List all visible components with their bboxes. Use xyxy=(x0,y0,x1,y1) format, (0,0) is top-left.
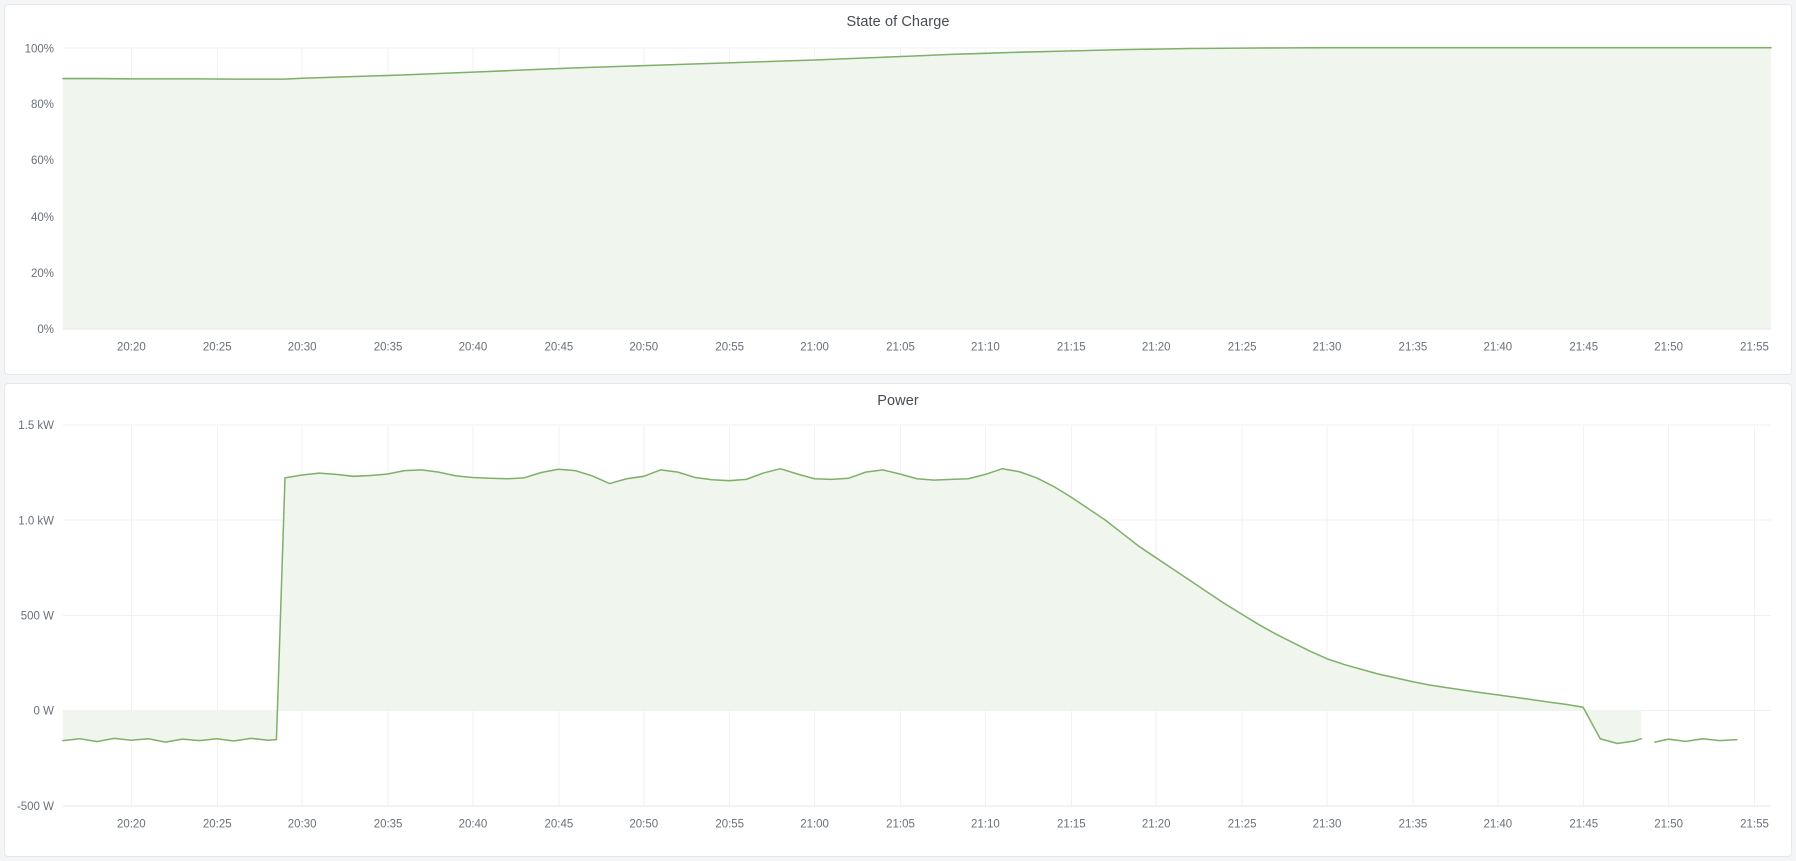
panel-power[interactable]: Power -500 W 0 W 500 W 1.0 kW 1.5 kW 20:20 20:… xyxy=(4,383,1792,857)
x-axis-tick-label: 21:30 xyxy=(1313,342,1342,354)
y-axis-tick-label: 100% xyxy=(25,43,54,55)
series-area-fill xyxy=(62,47,1772,329)
panel-title-power: Power xyxy=(877,393,919,409)
x-axis-tick-label: 20:50 xyxy=(629,819,658,831)
x-axis-tick-label: 20:55 xyxy=(715,819,744,831)
plot-area-power[interactable]: -500 W 0 W 500 W 1.0 kW 1.5 kW 20:20 20:25 20:3… xyxy=(5,384,1791,856)
y-axis-tick-label: 20% xyxy=(31,268,54,280)
y-axis-tick-label: 500 W xyxy=(21,610,54,622)
x-axis-tick-label: 21:25 xyxy=(1228,342,1257,354)
x-axis-tick-label: 21:50 xyxy=(1654,342,1683,354)
x-axis-tick-label: 21:45 xyxy=(1569,819,1598,831)
x-axis-tick-label: 20:30 xyxy=(288,819,317,831)
x-axis-tick-label: 20:30 xyxy=(288,342,317,354)
x-axis-tick-label: 20:35 xyxy=(374,819,403,831)
x-axis-tick-label: 21:40 xyxy=(1483,342,1512,354)
x-axis-tick-label: 21:05 xyxy=(886,342,915,354)
plot-area-state-of-charge[interactable]: 0% 20% 40% 60% 80% 100% 20:20 20:25 20:30 20:35 20… xyxy=(5,5,1791,374)
panel-state-of-charge[interactable]: State of Charge 0% 20% 40% 60% 80% 100% 20:20 2… xyxy=(4,4,1792,375)
x-axis-tick-label: 21:00 xyxy=(800,342,829,354)
x-axis-tick-label: 20:45 xyxy=(545,819,574,831)
x-axis-tick-label: 21:15 xyxy=(1057,819,1086,831)
x-axis-tick-label: 21:35 xyxy=(1399,342,1428,354)
series-line[interactable] xyxy=(62,46,1772,80)
x-axis-tick-label: 20:55 xyxy=(715,342,744,354)
x-axis-tick-label: 20:25 xyxy=(203,342,232,354)
x-axis-tick-label: 21:05 xyxy=(886,819,915,831)
y-axis-tick-label: 0 W xyxy=(34,706,54,718)
x-axis-tick-label: 21:10 xyxy=(971,342,1000,354)
series-area-fill xyxy=(62,468,1642,744)
x-axis-tick-label: 20:25 xyxy=(203,819,232,831)
x-axis-tick-label: 20:40 xyxy=(459,342,488,354)
chart-svg-power[interactable]: -500 W 0 W 500 W 1.0 kW 1.5 kW 20:20 20:25 20:3… xyxy=(5,384,1791,856)
x-axis-tick-label: 21:10 xyxy=(971,819,1000,831)
chart-svg-state-of-charge[interactable]: 0% 20% 40% 60% 80% 100% 20:20 20:25 20:30 20:35 20… xyxy=(5,5,1791,374)
x-axis-tick-label: 21:55 xyxy=(1740,819,1769,831)
x-axis-tick-label: 21:20 xyxy=(1142,819,1171,831)
y-axis-tick-label: 60% xyxy=(31,155,54,167)
x-axis-tick-label: 21:15 xyxy=(1057,342,1086,354)
x-axis-tick-label: 21:25 xyxy=(1228,819,1257,831)
x-axis-tick-label: 21:00 xyxy=(800,819,829,831)
x-axis-tick-label: 20:45 xyxy=(545,342,574,354)
x-axis-tick-label: 20:20 xyxy=(117,342,146,354)
x-axis-tick-label: 21:35 xyxy=(1399,819,1428,831)
y-axis-tick-label: 1.0 kW xyxy=(18,515,54,527)
x-axis-tick-label: 21:30 xyxy=(1313,819,1342,831)
x-axis-tick-label: 21:45 xyxy=(1569,342,1598,354)
x-axis-tick-label: 21:40 xyxy=(1483,819,1512,831)
y-axis-tick-label: 0% xyxy=(37,324,54,336)
panel-title-state-of-charge: State of Charge xyxy=(846,14,950,30)
x-axis-tick-label: 21:50 xyxy=(1654,819,1683,831)
x-axis-tick-label: 21:20 xyxy=(1142,342,1171,354)
x-axis-tick-label: 21:55 xyxy=(1740,342,1769,354)
x-axis-tick-label: 20:50 xyxy=(629,342,658,354)
y-axis-tick-label: 80% xyxy=(31,99,54,111)
y-axis-tick-label: 40% xyxy=(31,212,54,224)
y-axis-tick-label: -500 W xyxy=(17,801,54,813)
y-axis-tick-label: 1.5 kW xyxy=(18,420,54,432)
series-line[interactable] xyxy=(1654,737,1738,743)
x-axis-tick-label: 20:35 xyxy=(374,342,403,354)
x-axis-tick-label: 20:20 xyxy=(117,819,146,831)
series-line[interactable] xyxy=(62,467,1642,745)
x-axis-tick-label: 20:40 xyxy=(459,819,488,831)
